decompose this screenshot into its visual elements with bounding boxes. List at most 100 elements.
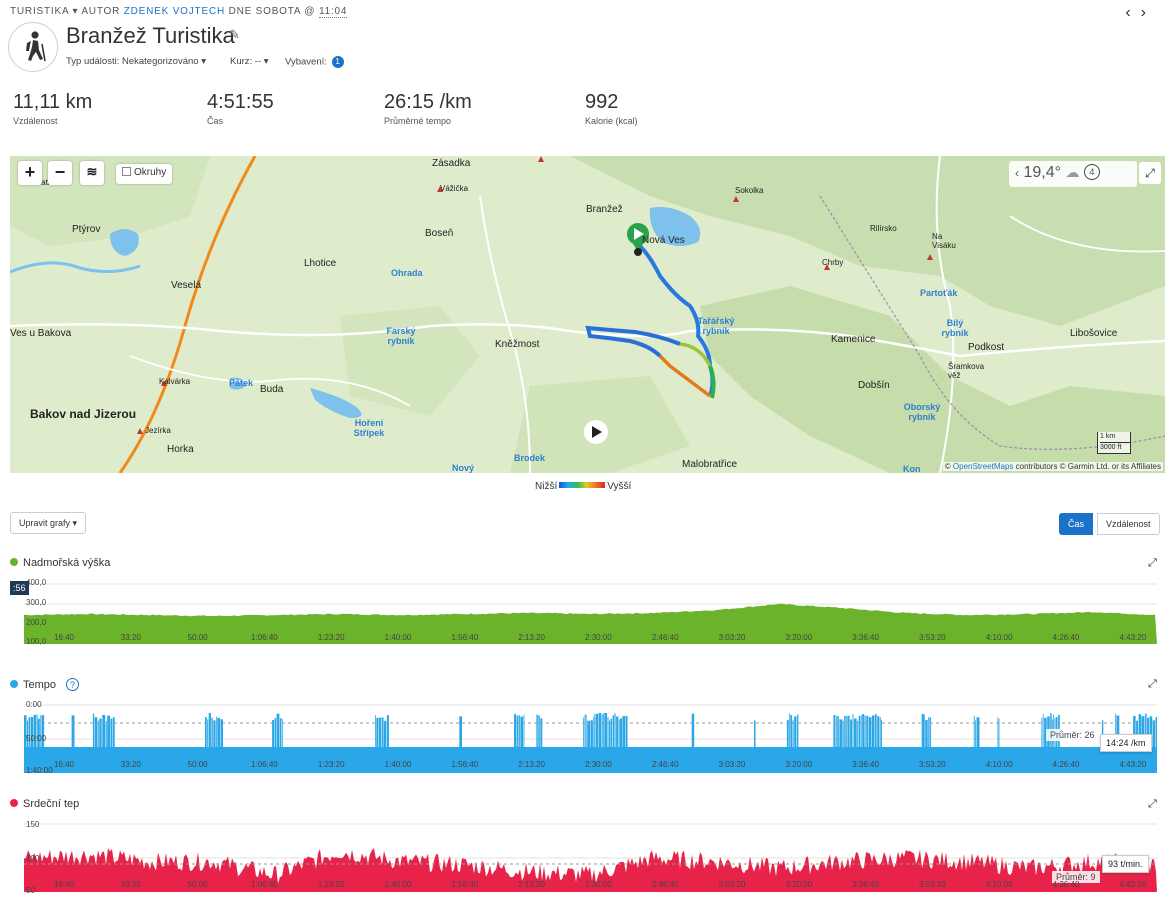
pace-bar (610, 718, 612, 773)
elevation-dot (10, 558, 18, 566)
wind-speed: 4 (1083, 164, 1100, 180)
attribution-prefix: © (944, 462, 951, 471)
heart-chart[interactable] (24, 820, 1157, 892)
osm-link[interactable]: OpenStreetMaps (952, 462, 1014, 471)
chevron-left-icon[interactable]: ‹ (1125, 4, 1141, 21)
x-tick: 1:56:40 (451, 633, 479, 642)
pace-bar (874, 713, 877, 773)
time-toggle-button[interactable]: Čas (1059, 513, 1094, 535)
pace-bar (41, 715, 45, 773)
map-label: Šramkova věž (948, 362, 985, 380)
x-tick: 3:36:40 (852, 880, 879, 889)
pace-bar (921, 714, 925, 773)
pace-bar (620, 718, 623, 773)
pencil-icon[interactable]: ✎ (229, 27, 240, 42)
chevron-left-icon[interactable]: ‹ (1015, 166, 1019, 180)
map-label: Ves u Bakova (10, 328, 72, 339)
temperature: 19,4° (1023, 164, 1061, 181)
map-label: Sokolka (735, 186, 764, 195)
activity-time[interactable]: 11:04 (318, 6, 348, 18)
pace-bar (213, 720, 216, 773)
x-tick: 2:46:40 (651, 760, 679, 769)
map-label: Nová Ves (642, 235, 685, 246)
gear-dropdown[interactable]: Vybavení: 1 (285, 56, 344, 68)
pace-bar (97, 720, 99, 773)
day-text: DNE SOBOTA @ (228, 6, 316, 17)
layers-icon[interactable]: ≋ (80, 161, 104, 185)
map-label: Ptýrov (72, 224, 101, 235)
pace-bar (847, 715, 850, 773)
pace-bar (604, 713, 608, 773)
pace-bar (837, 716, 839, 773)
x-tick: 4:43:20 (1119, 880, 1147, 889)
x-tick: 3:36:40 (852, 760, 879, 769)
pace-bar (789, 713, 790, 773)
expand-icon[interactable]: ⤢ (1148, 798, 1157, 810)
weather-widget[interactable]: ‹ 19,4° ☁ 4 (1009, 161, 1137, 187)
x-tick: 2:13:20 (518, 633, 545, 642)
help-icon[interactable]: ? (66, 678, 80, 691)
pace-bar (536, 714, 538, 773)
pace-bar (872, 715, 875, 773)
pace-bar (1058, 714, 1060, 773)
expand-icon[interactable]: ⤢ (1148, 557, 1157, 569)
event-type-dropdown[interactable]: Typ události: Nekategorizováno ▾ (66, 56, 206, 67)
map-label: Tařářský rybník (697, 316, 735, 336)
stat-label: Kalorie (kcal) (585, 116, 638, 126)
map-label: Oborský rybník (903, 402, 941, 422)
map-label: Blatka (34, 178, 57, 187)
pace-bar (276, 713, 280, 773)
heart-average-label: Průměr: 9 (1052, 871, 1100, 883)
elevation-chart[interactable] (24, 576, 1157, 646)
x-tick: 1:06:40 (251, 880, 278, 889)
map-label: Bakov nad Jizerou (30, 407, 137, 421)
x-tick: 3:20:00 (785, 880, 813, 889)
heart-title-text: Srdeční tep (23, 798, 80, 810)
scale-km: 1 km (1100, 433, 1116, 440)
caret-down-icon[interactable]: ▾ (72, 6, 82, 17)
zoom-in-button[interactable]: + (18, 161, 42, 185)
pace-bar (381, 717, 384, 773)
y-tick: 400,0 (26, 578, 47, 587)
stat-value: 26:15 /km (384, 91, 472, 113)
distance-toggle-button[interactable]: Vzdálenost (1097, 513, 1160, 535)
map-expand-icon[interactable]: ⤢ (1139, 162, 1161, 184)
x-tick: 4:10:00 (985, 880, 1013, 889)
zoom-out-button[interactable]: − (48, 161, 72, 185)
x-tick: 3:03:20 (718, 880, 746, 889)
gear-label: Vybavení: (285, 56, 327, 68)
pace-bar (523, 714, 525, 773)
course-label: Kurz: -- (230, 56, 262, 67)
pace-bar (584, 714, 586, 773)
route-map[interactable]: Zásadka Vážička Sokolka Branžež Nová Ves… (10, 156, 1165, 473)
map-label: Kon (903, 464, 921, 473)
pace-bar (1152, 720, 1155, 773)
pace-bar (850, 719, 852, 773)
pace-bar (839, 719, 843, 773)
pace-bar (30, 717, 34, 773)
pace-bar (925, 720, 928, 773)
laps-toggle[interactable]: Okruhy (116, 164, 173, 184)
heart-dot (10, 799, 18, 807)
course-dropdown[interactable]: Kurz: -- ▾ (230, 56, 269, 67)
map-scale: 1 km 3000 ft (1097, 432, 1131, 454)
chevron-right-icon[interactable]: › (1140, 4, 1156, 21)
map-label: Kalvárka (159, 377, 191, 386)
stat-label: Vzdálenost (13, 116, 58, 126)
expand-icon[interactable]: ⤢ (1148, 678, 1157, 690)
laps-checkbox[interactable] (122, 167, 131, 176)
edit-charts-button[interactable]: Upravit grafy ▾ (10, 512, 87, 534)
edit-charts-label: Upravit grafy (19, 518, 71, 528)
author-link[interactable]: ZDENEK VOJTECH (123, 6, 225, 17)
x-tick: 3:03:20 (718, 633, 746, 642)
x-tick: 2:30:00 (585, 880, 612, 889)
elevation-title-text: Nadmořská výška (23, 557, 111, 569)
map-label: Lhotice (304, 258, 337, 269)
pace-bar (1042, 714, 1044, 773)
pace-bar (587, 720, 590, 773)
x-tick: 4:26:40 (1052, 760, 1080, 769)
activity-type-link[interactable]: TURISTIKA (10, 6, 69, 17)
y-tick: 150 (26, 820, 40, 829)
pace-bar (928, 717, 930, 773)
pace-bar (973, 715, 975, 773)
